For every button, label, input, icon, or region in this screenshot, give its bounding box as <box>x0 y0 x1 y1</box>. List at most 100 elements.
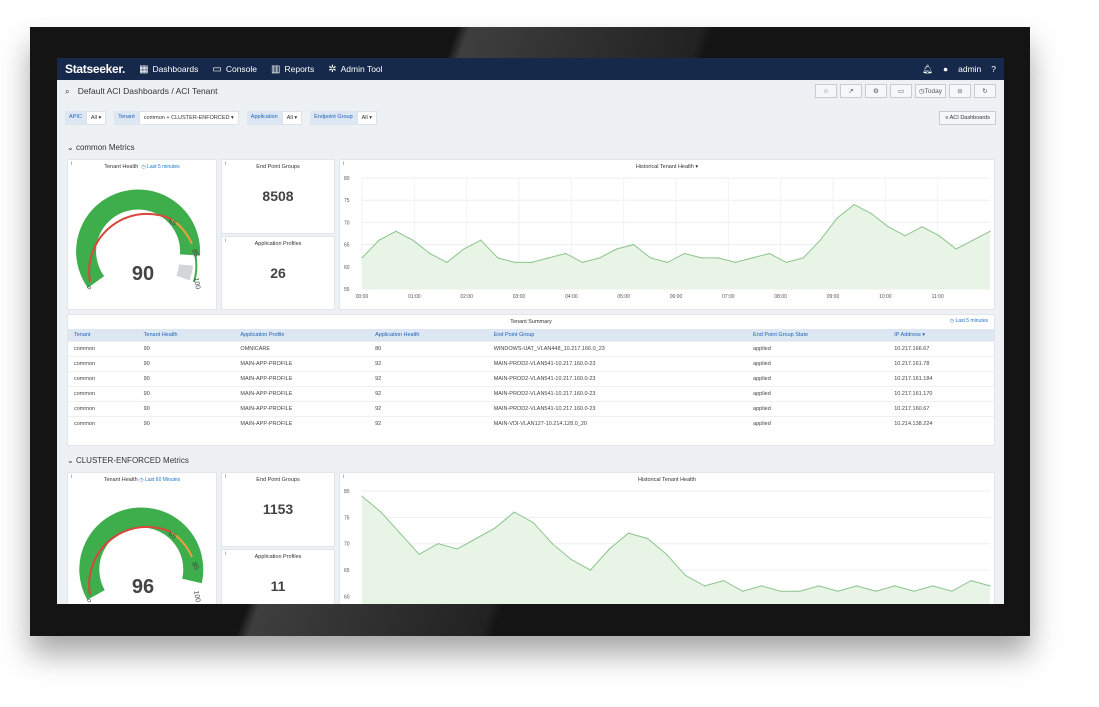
historical-health-chart: 80 75 70 65 60 55 00:00 01:00 02:00 03:00 04:00 05:… <box>344 176 991 300</box>
table-cell: 92 <box>369 356 488 372</box>
table-row[interactable]: common 90 MAIN-APP-PROFILE 92 MAIN-PROD2-VLA… <box>68 371 994 387</box>
column-header[interactable]: Application Profile <box>234 329 370 342</box>
x-tick-label: 09:00 <box>827 294 840 300</box>
column-header[interactable]: End Point Group State <box>747 329 889 342</box>
table-cell: MAIN-APP-PROFILE <box>234 386 370 402</box>
y-tick-label: 80 <box>344 176 350 182</box>
info-icon[interactable]: i <box>343 474 345 480</box>
data-point <box>932 585 934 587</box>
aci-dashboards-button[interactable]: ≡ ACI Dashboards <box>939 111 996 125</box>
table-cell: 10.217.161.184 <box>888 371 994 387</box>
info-icon[interactable]: i <box>225 474 227 480</box>
data-point <box>497 257 499 259</box>
nav-dashboards[interactable]: ▦ Dashboards <box>139 64 198 75</box>
row-toggle-common[interactable]: ⌄ common Metrics <box>67 143 135 152</box>
tv-mode-icon[interactable]: ▭ <box>889 84 912 98</box>
filter-value[interactable]: All ▾ <box>281 111 303 125</box>
filter-value[interactable]: All ▾ <box>356 111 378 125</box>
data-point <box>904 235 906 237</box>
time-link[interactable]: ◷ Last 5 minutes <box>949 318 988 324</box>
info-icon[interactable]: i <box>71 474 73 480</box>
zoom-out-icon[interactable]: ⊖ <box>949 84 971 98</box>
data-point <box>456 548 458 550</box>
table-cell: applied <box>747 356 889 372</box>
panel-title-text: Tenant Health <box>103 477 138 483</box>
time-link[interactable]: ◷ Last 5 minutes <box>141 164 180 170</box>
time-link[interactable]: ◷ Last 60 Minutes <box>139 477 181 483</box>
top-navbar: Statseeker. ▦ Dashboards ▭ Console ▥ Rep… <box>57 58 1004 80</box>
data-point <box>378 239 380 241</box>
data-point <box>780 590 782 592</box>
variable-filters: APIC All ▾ Tenant common + CLUSTER-ENFOR… <box>57 108 1004 128</box>
app-profiles-panel-2: i Application Profiles 11 <box>221 549 335 604</box>
epg-count-value: 8508 <box>262 188 294 204</box>
filter-apic[interactable]: APIC All ▾ <box>65 111 107 125</box>
info-icon[interactable]: i <box>225 161 227 167</box>
data-point <box>532 522 534 524</box>
refresh-icon[interactable]: ↻ <box>974 84 996 98</box>
user-icon[interactable]: ● <box>942 64 949 74</box>
breadcrumb-parent[interactable]: Default ACI Dashboards / <box>77 86 174 96</box>
data-point <box>683 252 686 255</box>
data-point <box>751 257 753 259</box>
breadcrumb-current: ACI Tenant <box>175 86 218 96</box>
table-cell: applied <box>747 386 889 402</box>
data-point <box>870 212 872 215</box>
data-point <box>951 590 953 592</box>
data-point <box>799 590 801 592</box>
table-cell: 90 <box>137 356 235 372</box>
data-point <box>818 585 820 587</box>
share-icon[interactable]: ↗ <box>839 84 862 98</box>
filter-value[interactable]: All ▾ <box>85 111 107 125</box>
info-icon[interactable]: i <box>225 238 227 244</box>
help-icon[interactable]: ? <box>991 64 996 74</box>
filter-label: Endpoint Group <box>310 111 357 125</box>
filter-tenant[interactable]: Tenant common + CLUSTER-ENFORCED ▾ <box>114 111 239 125</box>
data-point <box>875 590 877 592</box>
filter-endpoint-group[interactable]: Endpoint Group All ▾ <box>310 111 378 125</box>
data-point <box>361 257 363 259</box>
filter-value[interactable]: common + CLUSTER-ENFORCED ▾ <box>138 111 239 125</box>
info-icon[interactable]: i <box>71 161 73 167</box>
column-header[interactable]: IP Address ▾ <box>888 329 994 342</box>
data-point <box>632 244 635 246</box>
column-header[interactable]: Tenant Health <box>137 329 235 342</box>
info-icon[interactable]: i <box>343 161 345 167</box>
table-row[interactable]: common 90 MAIN-APP-PROFILE 92 MAIN-PROD2-VLA… <box>68 356 994 372</box>
series-line <box>361 495 991 592</box>
column-header[interactable]: Tenant <box>68 329 138 342</box>
nav-console[interactable]: ▭ Console <box>212 64 257 75</box>
time-link-text: Last 5 minutes <box>955 318 988 324</box>
nav-reports[interactable]: ▥ Reports <box>271 64 314 75</box>
table-row[interactable]: common 90 MAIN-APP-PROFILE 92 MAIN-PROD2-VLA… <box>68 401 994 417</box>
table-cell: common <box>68 341 138 357</box>
column-header[interactable]: End Point Group <box>487 329 748 342</box>
settings-icon[interactable]: ⚙ <box>864 84 887 98</box>
data-point <box>761 585 763 587</box>
search-icon[interactable]: ⌕ <box>65 85 70 96</box>
info-icon[interactable]: i <box>225 551 227 557</box>
star-icon[interactable]: ☆ <box>814 84 837 98</box>
table-cell: common <box>68 356 138 372</box>
panel-title[interactable]: Historical Tenant Health ▾ <box>635 164 699 170</box>
data-point <box>666 261 669 263</box>
data-point <box>989 230 991 232</box>
series-area <box>362 204 990 289</box>
x-tick-label: 08:00 <box>774 294 787 300</box>
filter-application[interactable]: Application All ▾ <box>246 111 303 125</box>
panel-title[interactable]: Historical Tenant Health <box>638 477 696 483</box>
table-row[interactable]: common 90 OMNICARE 80 WINDOWS-UAT_VLAN448_10… <box>68 341 994 357</box>
bell-icon[interactable]: 🔔︎ <box>922 63 933 74</box>
table-row[interactable]: common 90 MAIN-APP-PROFILE 92 MAIN-VDI-VLAN1… <box>68 416 994 431</box>
panel-title-text: Tenant Health <box>104 164 139 170</box>
brand-logo[interactable]: Statseeker. <box>65 62 126 76</box>
table-body: common 90 OMNICARE 80 WINDOWS-UAT_VLAN448_10… <box>68 341 994 431</box>
row-toggle-cluster-enforced[interactable]: ⌄ CLUSTER-ENFORCED Metrics <box>67 456 189 465</box>
table-cell: 90 <box>137 386 235 402</box>
column-header[interactable]: Application Health <box>369 329 488 342</box>
user-name[interactable]: admin <box>958 64 982 74</box>
table-row[interactable]: common 90 MAIN-APP-PROFILE 92 MAIN-PROD2-VLA… <box>68 386 994 402</box>
time-range-button[interactable]: ◷ Today <box>914 84 946 98</box>
nav-admin-tool[interactable]: ✲ Admin Tool <box>328 64 382 75</box>
data-point <box>399 532 401 534</box>
